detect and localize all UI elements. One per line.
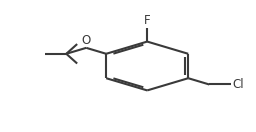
Text: O: O — [82, 34, 91, 47]
Text: F: F — [144, 14, 151, 27]
Text: Cl: Cl — [232, 78, 244, 91]
